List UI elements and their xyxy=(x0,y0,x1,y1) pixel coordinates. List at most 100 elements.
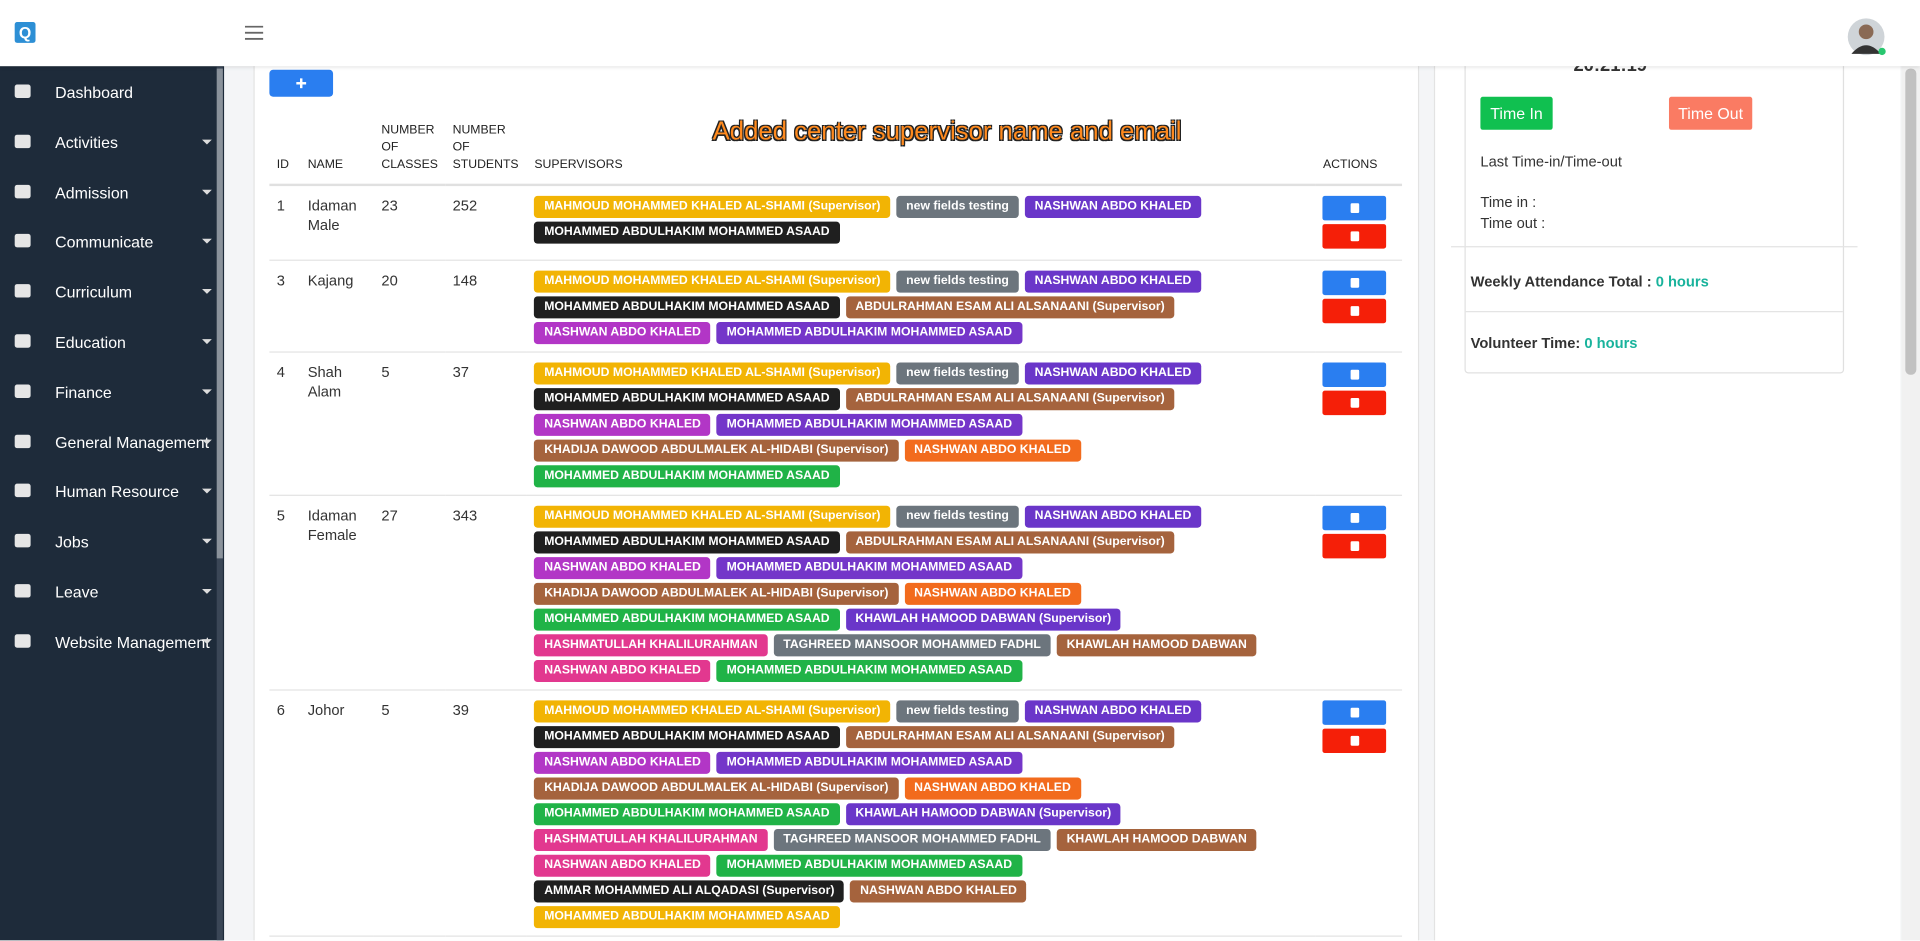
cell-students: 148 xyxy=(445,260,528,353)
menu-caret xyxy=(202,289,212,295)
supervisor-badge: MAHMOUD MOHAMMED KHALED AL-SHAMI (Superv… xyxy=(534,362,891,385)
menu-label: Activities xyxy=(55,133,118,152)
edit-icon xyxy=(1351,707,1360,718)
time-in-button[interactable]: Time In xyxy=(1480,96,1553,130)
sidebar: Dashboard Activities Admission Communicate C… xyxy=(0,66,225,941)
delete-button[interactable] xyxy=(1322,390,1387,416)
delete-icon xyxy=(1351,735,1360,746)
menu-caret xyxy=(202,139,212,145)
menu-item[interactable]: Admission xyxy=(0,173,216,210)
supervisor-badge: HASHMATULLAH KHALILURAHMAN xyxy=(534,828,768,852)
menu-item[interactable]: Dashboard xyxy=(0,73,216,110)
table-row: 4 Shah Alam 5 37 MAHMOUD MOHAMMED KHALED AL-… xyxy=(269,352,1403,496)
supervisors-cell: MAHMOUD MOHAMMED KHALED AL-SHAMI (Superv… xyxy=(527,184,1316,261)
delete-button[interactable] xyxy=(1322,224,1387,249)
supervisors-cell: MAHMOUD MOHAMMED KHALED AL-SHAMI (Superv… xyxy=(527,495,1316,691)
delete-button[interactable] xyxy=(1322,728,1387,754)
menu-caret xyxy=(202,588,212,594)
edit-button[interactable] xyxy=(1322,362,1387,387)
hamburger[interactable] xyxy=(244,25,264,41)
delete-icon xyxy=(1351,397,1360,408)
menu-item[interactable]: Human Resource xyxy=(0,473,216,510)
supervisor-badge: new fields testing xyxy=(896,362,1019,385)
menu-icon xyxy=(14,134,31,148)
menu-caret xyxy=(202,189,212,195)
supervisors-cell: MAHMOUD MOHAMMED KHALED AL-SHAMI (Superv… xyxy=(527,690,1316,937)
cell-classes: 23 xyxy=(374,184,446,261)
menu-caret xyxy=(202,439,212,444)
menu-icon xyxy=(14,434,31,448)
menu-label: Dashboard xyxy=(55,83,133,102)
supervisor-badge: NASHWAN ABDO KHALED xyxy=(534,557,711,580)
column-header: NUMBER OF CLASSES xyxy=(374,122,446,187)
menu-caret xyxy=(202,239,212,245)
volunteer-value: 0 hours xyxy=(1584,334,1638,352)
weekly-label: Weekly Attendance Total : xyxy=(1470,273,1652,291)
supervisor-badge: NASHWAN ABDO KHALED xyxy=(850,880,1027,903)
avatar[interactable] xyxy=(1847,17,1889,59)
menu-icon xyxy=(14,534,31,548)
supervisor-badge: MOHAMMED ABDULHAKIM MOHAMMED ASAAD xyxy=(534,388,840,411)
edit-button[interactable] xyxy=(1322,700,1387,725)
menu-label: Finance xyxy=(55,383,112,402)
menu-item[interactable]: Activities xyxy=(0,123,216,160)
edit-button[interactable] xyxy=(1322,505,1387,531)
supervisors-cell: MAHMOUD MOHAMMED KHALED AL-SHAMI (Superv… xyxy=(527,352,1316,496)
supervisor-badge: KHAWLAH HAMOOD DABWAN xyxy=(1056,634,1257,657)
top-bar: Q xyxy=(0,0,1920,67)
edit-button[interactable] xyxy=(1322,195,1387,221)
supervisor-badge: TAGHREED MANSOOR MOHAMMED FADHL xyxy=(773,634,1051,657)
time-out-button[interactable]: Time Out xyxy=(1668,96,1753,130)
menu-item[interactable]: Education xyxy=(0,323,216,360)
supervisor-badge: ABDULRAHMAN ESAM ALI ALSANAANI (Supervis… xyxy=(845,531,1175,554)
supervisor-badge: KHAWLAH HAMOOD DABWAN (Supervisor) xyxy=(845,803,1121,826)
edit-icon xyxy=(1351,369,1360,380)
supervisor-badge: NASHWAN ABDO KHALED xyxy=(904,439,1081,462)
menu-icon xyxy=(14,634,31,648)
supervisor-badge: AMMAR MOHAMMED ALI ALQADASI (Supervisor) xyxy=(534,880,845,903)
supervisor-list: MAHMOUD MOHAMMED KHALED AL-SHAMI (Superv… xyxy=(534,505,1308,683)
supervisor-badge: MAHMOUD MOHAMMED KHALED AL-SHAMI (Superv… xyxy=(534,700,891,723)
actions-cell xyxy=(1315,495,1403,691)
delete-icon xyxy=(1351,231,1360,242)
cell-classes: 5 xyxy=(374,690,446,937)
supervisor-badge: ABDULRAHMAN ESAM ALI ALSANAANI (Supervis… xyxy=(845,388,1175,411)
menu-item[interactable]: Jobs xyxy=(0,523,216,560)
menu-item[interactable]: General Management xyxy=(0,423,216,460)
column-header: NAME xyxy=(300,122,375,187)
supervisor-badge: MOHAMMED ABDULHAKIM MOHAMMED ASAAD xyxy=(716,322,1022,345)
supervisor-badge: NASHWAN ABDO KHALED xyxy=(534,413,711,436)
menu-item[interactable]: Communicate xyxy=(0,223,216,260)
supervisor-badge: KHADIJA DAWOOD ABDULMALEK AL-HIDABI (Sup… xyxy=(534,582,899,605)
supervisors-cell: MAHMOUD MOHAMMED KHALED AL-SHAMI (Superv… xyxy=(527,260,1316,353)
supervisor-list: MAHMOUD MOHAMMED KHALED AL-SHAMI (Superv… xyxy=(534,362,1308,488)
supervisor-badge: NASHWAN ABDO KHALED xyxy=(1024,362,1202,385)
supervisor-badge: MAHMOUD MOHAMMED KHALED AL-SHAMI (Superv… xyxy=(534,270,891,293)
supervisor-badge: HASHMATULLAH KHALILURAHMAN xyxy=(534,634,768,657)
menu-item[interactable]: Leave xyxy=(0,573,216,610)
supervisor-badge: NASHWAN ABDO KHALED xyxy=(1024,505,1202,528)
menu-icon xyxy=(14,284,31,298)
edit-icon xyxy=(1351,277,1360,288)
sidebar-scroll-thumb[interactable] xyxy=(216,68,223,559)
page-scroll-thumb[interactable] xyxy=(1905,68,1917,375)
supervisor-badge: MOHAMMED ABDULHAKIM MOHAMMED ASAAD xyxy=(534,608,840,631)
menu-item[interactable]: Finance xyxy=(0,373,216,410)
supervisor-badge: NASHWAN ABDO KHALED xyxy=(534,322,711,345)
delete-button[interactable] xyxy=(1322,298,1387,324)
edit-button[interactable] xyxy=(1322,270,1387,296)
attendance-card: 20:21:19 Time In Time Out Last Time-in/T… xyxy=(1451,48,1858,374)
add-button[interactable] xyxy=(269,69,334,97)
menu-item[interactable]: Curriculum xyxy=(0,273,216,310)
supervisor-badge: TAGHREED MANSOOR MOHAMMED FADHL xyxy=(773,828,1051,852)
delete-button[interactable] xyxy=(1322,533,1387,559)
edit-icon xyxy=(1351,203,1360,214)
cell-classes: 5 xyxy=(374,352,446,496)
menu-item[interactable]: Website Management xyxy=(0,623,216,660)
centers-table: ID NAME NUMBER OF CLASSES NUMBER OF STUDENT… xyxy=(269,122,1403,937)
logo[interactable]: Q xyxy=(14,22,36,43)
cell-students: 37 xyxy=(445,352,528,496)
supervisor-badge: NASHWAN ABDO KHALED xyxy=(534,660,711,683)
menu-label: Jobs xyxy=(55,532,89,552)
cell-id: 6 xyxy=(269,690,301,937)
